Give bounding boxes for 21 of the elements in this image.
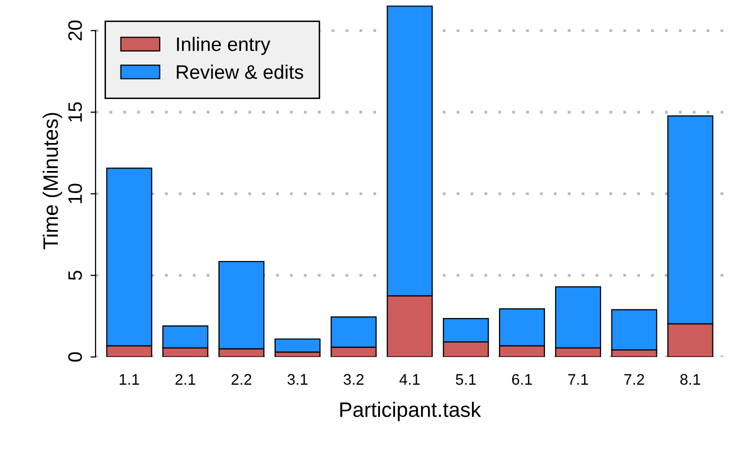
y-tick-label: 20 — [68, 20, 82, 40]
legend-label: Inline entry — [177, 36, 270, 55]
x-tick-label: 5.1 — [456, 374, 476, 385]
y-tick-label: 10 — [68, 184, 82, 204]
y-tick-label: 5 — [68, 270, 82, 280]
y-axis-title: Time (Minutes) — [42, 112, 62, 250]
x-tick-label: 6.1 — [512, 374, 532, 385]
x-tick-label: 3.1 — [288, 374, 308, 385]
legend-label: Review & edits — [176, 64, 304, 79]
x-axis-title: Participant.task — [340, 402, 482, 422]
x-tick-label: 7.1 — [568, 374, 588, 385]
y-tick-label: 15 — [68, 102, 82, 122]
bar — [274, 338, 321, 353]
x-tick-label: 2.1 — [175, 374, 196, 385]
x-tick-label: 8.1 — [680, 374, 700, 385]
x-tick-label: 1.1 — [120, 374, 140, 385]
x-tick-label: 3.2 — [344, 374, 364, 385]
x-tick-label: 2.2 — [232, 374, 252, 385]
x-tick-label: 7.2 — [624, 374, 644, 385]
y-tick-label: 0 — [68, 352, 82, 362]
x-tick-label: 4.1 — [399, 374, 420, 385]
